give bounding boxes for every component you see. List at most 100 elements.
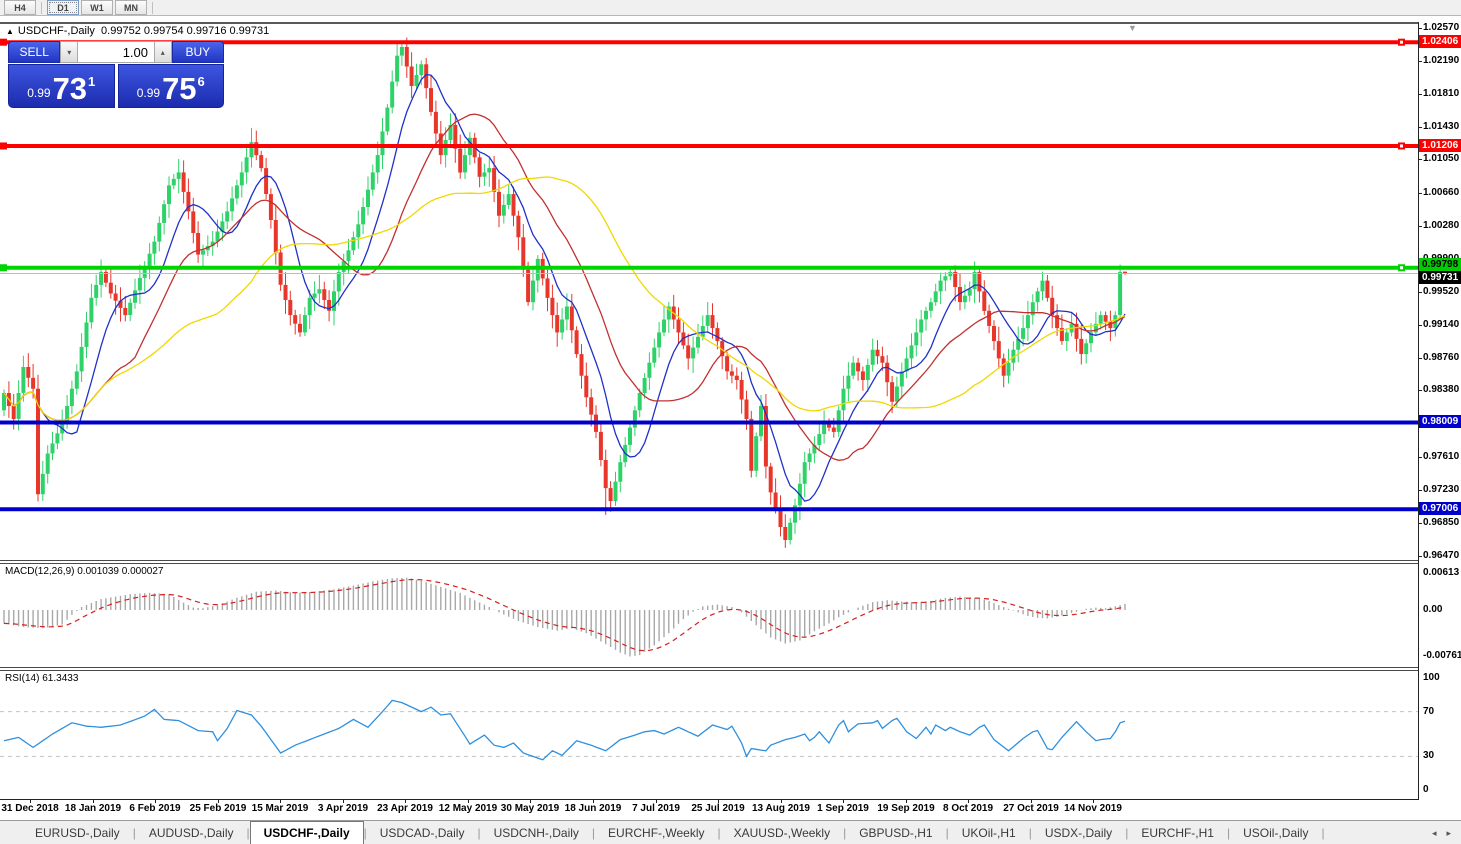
tab-scroll-left-icon[interactable]: ◂ (1431, 827, 1437, 838)
price-badge-1.02406: 1.02406 (1419, 35, 1461, 48)
date-label: 19 Sep 2019 (877, 803, 935, 814)
price-tick-label: 0.98760 (1423, 352, 1460, 363)
date-tick-mark (93, 800, 94, 803)
symbol-tab-USDCHF-Daily[interactable]: USDCHF-,Daily (249, 821, 364, 844)
rsi-label: RSI(14) 61.3433 (5, 673, 79, 684)
price-badge-1.01206: 1.01206 (1419, 139, 1461, 152)
lot-size-input[interactable] (78, 41, 154, 63)
date-label: 18 Jun 2019 (564, 803, 622, 814)
date-tick-mark (218, 800, 219, 803)
price-tick-mark (1418, 127, 1422, 128)
lot-decrease-button[interactable]: ▾ (60, 41, 78, 63)
sell-button[interactable]: SELL (8, 41, 61, 63)
tab-separator: | (132, 826, 136, 840)
date-tick-mark (906, 800, 907, 803)
timeframe-button-D1[interactable]: D1 (47, 0, 79, 15)
price-tick-label: 0.99520 (1423, 286, 1460, 297)
symbol-tab-AUDUSD-Daily[interactable]: AUDUSD-,Daily (148, 826, 234, 840)
tab-separator: | (591, 826, 596, 840)
timeframe-button-W1[interactable]: W1 (81, 0, 113, 15)
symbol-triangle-icon: ▲ (6, 27, 14, 36)
buy-price-pip: 6 (197, 74, 205, 89)
price-tick-mark (1418, 390, 1422, 391)
sell-price-prefix: 0.99 (27, 86, 51, 100)
price-axis[interactable]: 1.02570 1.02190 1.01810 1.01430 1.01050 1.006… (1418, 22, 1461, 800)
symbol-tab-USDX-Daily[interactable]: USDX-,Daily (1044, 826, 1113, 840)
tab-separator: | (1226, 826, 1231, 840)
price-tick-label: 0.98380 (1423, 384, 1460, 395)
date-tick-mark (781, 800, 782, 803)
date-label: 7 Jul 2019 (632, 803, 680, 814)
date-tick-mark (593, 800, 594, 803)
chart-shift-marker-icon[interactable]: ▼ (1128, 23, 1137, 33)
date-tick-mark (530, 800, 531, 803)
price-tick-label: 1.00280 (1423, 220, 1460, 231)
date-label: 30 May 2019 (500, 803, 560, 814)
date-tick-mark (343, 800, 344, 803)
chart-top-border (0, 22, 1418, 23)
tab-separator: | (843, 826, 847, 840)
tab-separator: | (477, 826, 481, 840)
rsi-chart-canvas[interactable] (0, 671, 1418, 799)
date-label: 3 Apr 2019 (317, 803, 369, 814)
hline-handle-left[interactable] (0, 38, 7, 46)
symbol-tab-GBPUSD-H1[interactable]: GBPUSD-,H1 (859, 826, 933, 840)
lot-increase-button[interactable]: ▴ (154, 41, 172, 63)
date-label: 1 Sep 2019 (817, 803, 869, 814)
date-tick-mark (30, 800, 31, 803)
buy-price-main: 75 (162, 71, 197, 107)
time-axis: 31 Dec 2018 18 Jan 2019 6 Feb 2019 25 Feb 2… (0, 800, 1418, 818)
sell-price-main: 73 (52, 71, 88, 107)
moving-average-9 (3, 74, 1126, 502)
buy-price-display[interactable]: 0.99 75 6 (117, 64, 224, 108)
pane-separator[interactable] (0, 560, 1418, 564)
price-tick-label: 1.01810 (1423, 88, 1460, 99)
date-label: 31 Dec 2018 (1, 803, 59, 814)
date-label: 25 Jul 2019 (691, 803, 745, 814)
hline-handle-left[interactable] (0, 264, 7, 272)
date-label: 8 Oct 2019 (942, 803, 994, 814)
rsi-tick-label: 100 (1423, 672, 1440, 683)
price-chart-canvas[interactable] (0, 23, 1418, 560)
buy-price-prefix: 0.99 (136, 86, 161, 100)
macd-tick-label: 0.00 (1423, 604, 1443, 615)
symbol-tab-USOil-Daily[interactable]: USOil-,Daily (1243, 826, 1309, 840)
date-label: 12 May 2019 (438, 803, 498, 814)
symbol-tab-EURCHF-Weekly[interactable]: EURCHF-,Weekly (608, 826, 705, 840)
price-tick-label: 0.97230 (1423, 484, 1460, 495)
time-axis-line (0, 799, 1418, 800)
symbol-tab-USDCAD-Daily[interactable]: USDCAD-,Daily (379, 826, 465, 840)
symbol-tab-UKOil-H1[interactable]: UKOil-,H1 (961, 826, 1016, 840)
timeframe-button-MN[interactable]: MN (115, 0, 147, 15)
tab-scroll-right-icon[interactable]: ▸ (1446, 827, 1451, 838)
date-tick-mark (656, 800, 657, 803)
buy-button[interactable]: BUY (171, 41, 224, 63)
price-tick-mark (1418, 490, 1422, 491)
price-tick-label: 0.99140 (1423, 319, 1460, 330)
price-tick-label: 1.02570 (1423, 22, 1460, 33)
macd-chart-canvas[interactable] (0, 564, 1418, 667)
symbol-tab-EURUSD-Daily[interactable]: EURUSD-,Daily (35, 826, 120, 840)
symbol-tab-USDCNH-Daily[interactable]: USDCNH-,Daily (493, 826, 579, 840)
date-label: 14 Nov 2019 (1064, 803, 1122, 814)
date-label: 13 Aug 2019 (752, 803, 810, 814)
price-tick-label: 0.97610 (1423, 451, 1460, 462)
hline-handle-left[interactable] (0, 142, 7, 150)
symbol-tab-XAUUSD-Weekly[interactable]: XAUUSD-,Weekly (733, 826, 831, 840)
price-tick-label: 1.01430 (1423, 121, 1460, 132)
toolbar-separator (152, 1, 153, 14)
tab-separator: | (945, 826, 949, 840)
price-tick-mark (1418, 556, 1422, 557)
symbol-tab-EURCHF-H1[interactable]: EURCHF-,H1 (1141, 826, 1214, 840)
price-tick-mark (1418, 457, 1422, 458)
timeframe-button-H4[interactable]: H4 (4, 0, 36, 15)
sell-price-display[interactable]: 0.99 73 1 (8, 64, 115, 108)
price-tick-label: 0.96470 (1423, 550, 1460, 561)
macd-tick-label: -0.007612 (1423, 650, 1461, 661)
pane-separator-2[interactable] (0, 667, 1418, 671)
macd-label: MACD(12,26,9) 0.001039 0.000027 (5, 566, 164, 577)
price-badge-0.98009: 0.98009 (1419, 415, 1461, 428)
moving-average-45 (3, 176, 1126, 422)
price-tick-mark (1418, 226, 1422, 227)
price-tick-mark (1418, 358, 1422, 359)
